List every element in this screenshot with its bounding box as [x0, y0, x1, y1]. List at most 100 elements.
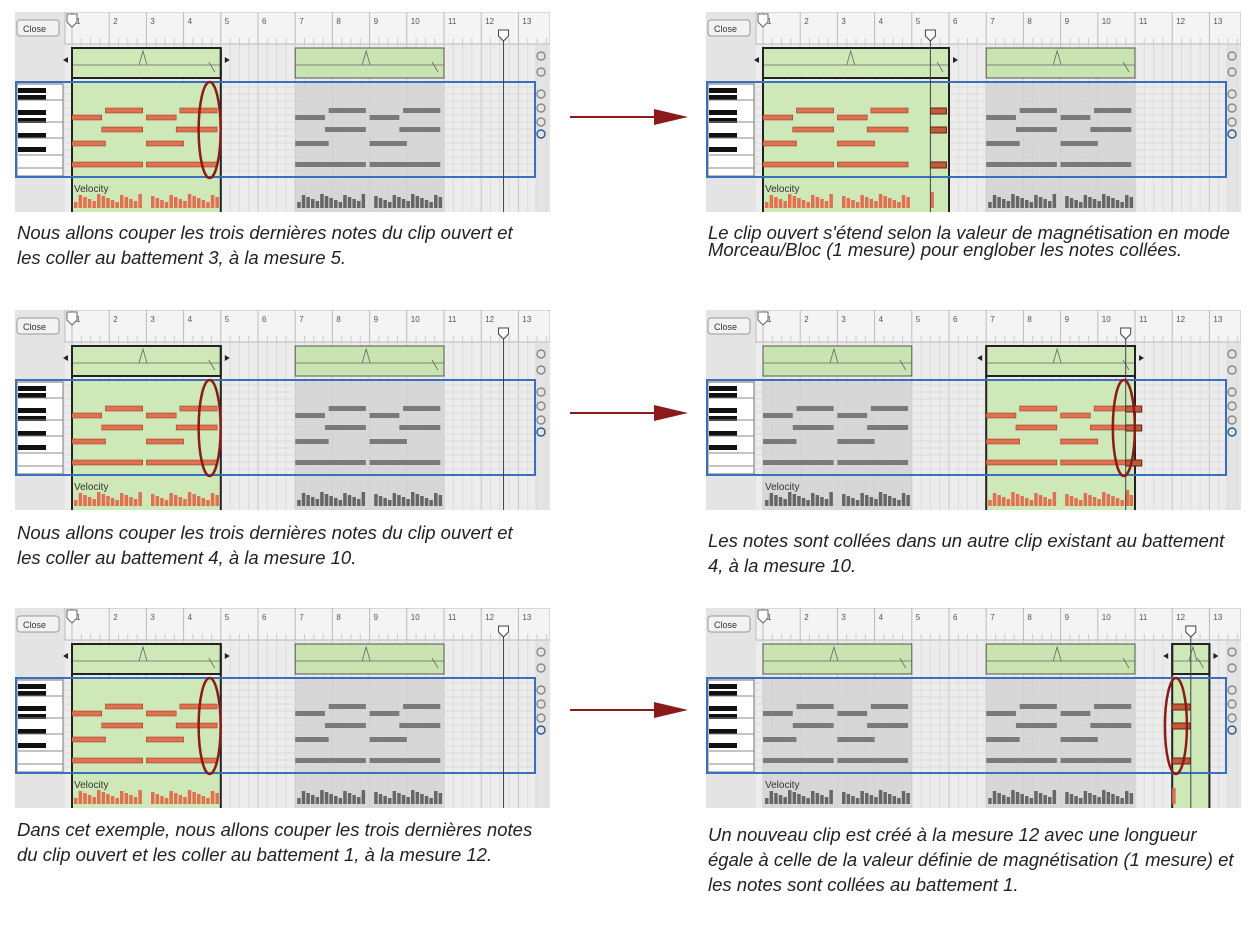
ruler-label: 8	[336, 17, 341, 26]
zoom-out-icon[interactable]	[536, 663, 546, 673]
zoom-in-icon[interactable]	[536, 647, 546, 657]
velocity-bar	[411, 194, 415, 208]
velocity-bar	[1079, 798, 1083, 804]
zoom-fit-icon[interactable]	[536, 415, 546, 425]
black-key	[18, 133, 46, 138]
midi-note	[324, 723, 366, 728]
color-icon[interactable]	[536, 725, 546, 735]
midi-note	[71, 438, 106, 445]
close-button[interactable]	[707, 615, 751, 633]
zoom-out-icon[interactable]	[536, 401, 546, 411]
zoom-in-icon[interactable]	[536, 349, 546, 359]
zoom-in-icon[interactable]	[1227, 89, 1237, 99]
midi-note	[1060, 737, 1098, 742]
panel-3-before: 1 2 3 4 5 6 7 8 9 10 11 12 13 Close Velocity	[15, 608, 550, 808]
midi-note	[105, 107, 143, 114]
velocity-bar	[329, 198, 333, 208]
zoom-in-icon[interactable]	[1227, 647, 1237, 657]
black-key	[709, 743, 737, 748]
velocity-bar	[778, 199, 783, 208]
midi-note	[71, 412, 103, 419]
zoom-in-icon[interactable]	[536, 685, 546, 695]
midi-note	[763, 711, 793, 716]
zoom-out-icon[interactable]	[1227, 67, 1237, 77]
zoom-fit-icon[interactable]	[1227, 415, 1237, 425]
black-key	[18, 684, 46, 689]
zoom-out-icon[interactable]	[1227, 401, 1237, 411]
zoom-in-icon[interactable]	[536, 387, 546, 397]
ruler-label: 10	[411, 17, 420, 26]
velocity-bar	[388, 500, 392, 506]
zoom-fit-icon[interactable]	[1227, 713, 1237, 723]
velocity-bar	[1043, 199, 1047, 208]
zoom-out-icon[interactable]	[1227, 103, 1237, 113]
zoom-out-icon[interactable]	[536, 699, 546, 709]
velocity-bar	[169, 195, 173, 208]
color-icon[interactable]	[1227, 427, 1237, 437]
zoom-out-icon[interactable]	[1227, 699, 1237, 709]
zoom-in-icon[interactable]	[1227, 51, 1237, 61]
midi-note	[369, 162, 441, 167]
zoom-out-icon[interactable]	[536, 365, 546, 375]
color-icon[interactable]	[1227, 725, 1237, 735]
ruler-label: 2	[113, 17, 118, 26]
velocity-bar	[865, 495, 869, 506]
zoom-fit-icon[interactable]	[1227, 117, 1237, 127]
velocity-bar	[1079, 202, 1083, 208]
velocity-bar	[988, 500, 992, 506]
velocity-bar	[178, 497, 183, 506]
velocity-bar	[906, 793, 910, 804]
zoom-in-icon[interactable]	[536, 51, 546, 61]
velocity-bar	[338, 798, 343, 804]
midi-note	[369, 115, 400, 120]
close-button[interactable]	[16, 615, 60, 633]
zoom-in-icon[interactable]	[536, 89, 546, 99]
midi-note	[71, 114, 103, 121]
velocity-bar	[1097, 797, 1101, 804]
close-button[interactable]	[16, 317, 60, 335]
ruler-label: 8	[336, 315, 341, 324]
velocity-bar	[1043, 795, 1047, 804]
caption-1-after: Le clip ouvert s'étend selon la valeur d…	[708, 222, 1230, 260]
zoom-out-icon[interactable]	[536, 103, 546, 113]
velocity-bar	[438, 495, 443, 506]
pasted-note	[929, 161, 947, 169]
zoom-out-icon[interactable]	[536, 67, 546, 77]
velocity-bar	[438, 197, 443, 208]
close-button[interactable]	[16, 19, 60, 37]
velocity-bar	[138, 194, 142, 208]
midi-note	[105, 405, 143, 412]
midi-note	[792, 723, 834, 728]
close-button[interactable]	[707, 317, 751, 335]
caption-1-before: Nous allons couper les trois dernières n…	[17, 222, 513, 268]
velocity-bar	[860, 195, 864, 208]
zoom-fit-icon[interactable]	[536, 117, 546, 127]
close-button[interactable]	[707, 19, 751, 37]
velocity-bar	[187, 790, 192, 804]
ruler-label: 13	[522, 613, 531, 622]
color-icon[interactable]	[536, 427, 546, 437]
midi-note	[369, 141, 407, 146]
color-icon[interactable]	[1227, 129, 1237, 139]
zoom-out-icon[interactable]	[1227, 663, 1237, 673]
overview-clip	[985, 47, 1136, 79]
zoom-fit-icon[interactable]	[536, 713, 546, 723]
clip-left-handle	[63, 57, 68, 63]
velocity-bar	[160, 200, 164, 208]
zoom-in-icon[interactable]	[1227, 685, 1237, 695]
velocity-bar	[1111, 496, 1115, 506]
zoom-in-icon[interactable]	[1227, 349, 1237, 359]
velocity-bar	[133, 499, 138, 506]
velocity-bar	[1115, 498, 1120, 506]
velocity-bar	[901, 493, 906, 506]
zoom-out-icon[interactable]	[1227, 365, 1237, 375]
color-icon[interactable]	[536, 129, 546, 139]
velocity-bar	[1038, 793, 1043, 804]
velocity-bar	[1111, 794, 1115, 804]
velocity-label: Velocity	[765, 780, 799, 791]
ruler-label: 10	[411, 613, 420, 622]
zoom-in-icon[interactable]	[1227, 387, 1237, 397]
velocity-bar	[434, 493, 438, 506]
velocity-bar	[865, 793, 869, 804]
velocity-bar	[820, 795, 824, 804]
